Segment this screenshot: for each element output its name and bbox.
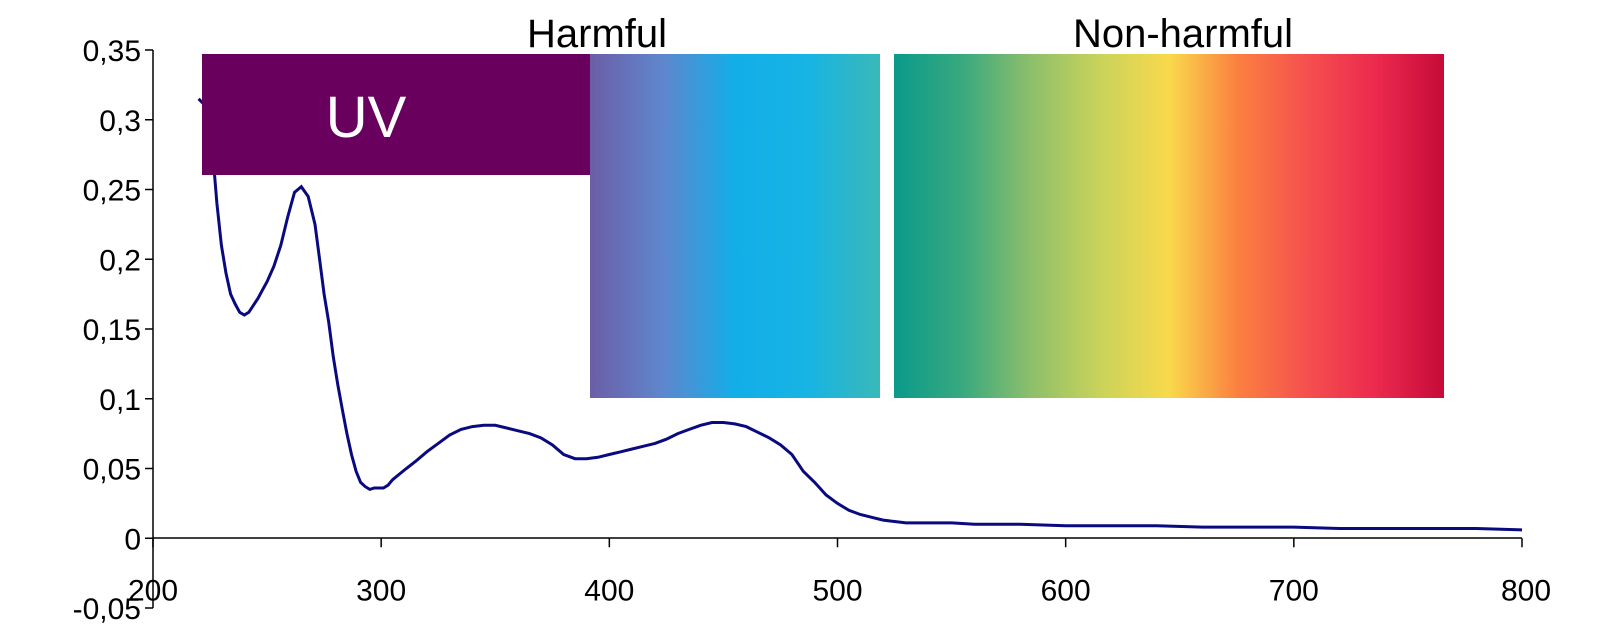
non-harmful-spectrum-band <box>894 54 1444 398</box>
harmful-spectrum-band <box>590 54 880 398</box>
y-tick-label: 0,15 <box>83 314 141 347</box>
x-tick-label: 400 <box>584 574 634 607</box>
uv-band-box <box>202 54 590 175</box>
y-tick-label: 0,05 <box>83 454 141 487</box>
x-tick-label: 700 <box>1269 574 1319 607</box>
x-tick-label: 500 <box>812 574 862 607</box>
uv-label: UV <box>326 85 407 150</box>
x-tick-label: 800 <box>1501 574 1551 607</box>
y-tick-label: 0 <box>124 523 141 556</box>
x-tick-label: 600 <box>1041 574 1091 607</box>
harmful-label: Harmful <box>527 12 667 56</box>
non-harmful-label: Non-harmful <box>1073 12 1293 56</box>
y-tick-label: 0,1 <box>99 384 141 417</box>
y-tick-label: 0,2 <box>99 244 141 277</box>
absorbance-series-line <box>197 97 1523 532</box>
y-tick-label: 0,3 <box>99 105 141 138</box>
y-tick-label: 0,25 <box>83 175 141 208</box>
x-tick-label: 300 <box>356 574 406 607</box>
x-tick-label: 200 <box>128 574 178 607</box>
y-tick-label: -0,05 <box>73 593 141 626</box>
y-tick-label: 0,35 <box>83 35 141 68</box>
